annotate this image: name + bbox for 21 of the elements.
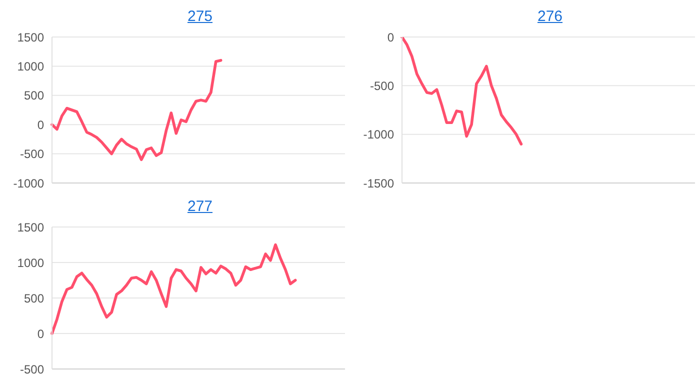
y-tick-label: 1500	[17, 30, 44, 44]
y-tick-label: -500	[20, 147, 44, 162]
y-tick-label: 0	[387, 30, 394, 44]
y-tick-label: 500	[24, 88, 44, 103]
y-tick-label: -1000	[363, 128, 394, 142]
y-tick-label: -500	[20, 362, 44, 376]
y-tick-label: 0	[37, 118, 44, 132]
y-tick-label: -1000	[13, 176, 44, 190]
y-tick-label: -500	[370, 78, 394, 93]
line-series	[400, 37, 523, 146]
y-tick-label: 500	[24, 291, 44, 306]
y-tick-label: 1000	[17, 59, 44, 74]
y-tick-label: -1500	[363, 176, 394, 190]
line-series	[50, 58, 222, 162]
y-tick-label: 1000	[17, 256, 44, 270]
line-series	[50, 243, 297, 335]
y-tick-label: 1500	[17, 220, 44, 234]
y-tick-label: 0	[37, 326, 44, 341]
chart-title: 276	[537, 8, 563, 25]
chart-title: 277	[187, 198, 213, 215]
chart-title: 275	[187, 8, 213, 25]
